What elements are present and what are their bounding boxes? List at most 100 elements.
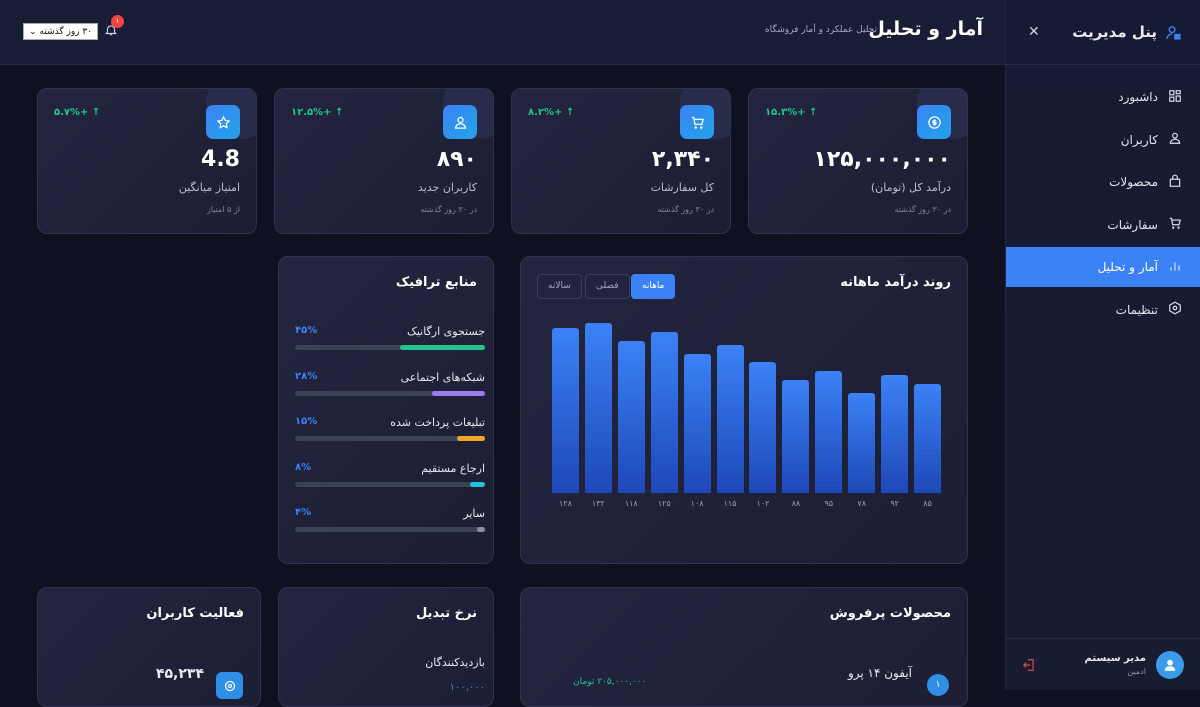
logout-icon[interactable] — [1022, 658, 1036, 672]
progress-fill — [456, 436, 485, 441]
conversion-title: نرخ تبدیل — [415, 606, 477, 621]
x-tick-label: ۱۲۸ — [559, 499, 572, 508]
sidebar-item-1[interactable]: کاربران — [1006, 120, 1200, 160]
bar[interactable] — [617, 341, 645, 493]
eye-icon — [216, 672, 243, 699]
source-percent: ۸% — [295, 461, 312, 473]
bar[interactable] — [749, 361, 777, 493]
sidebar-item-2[interactable]: محصولات — [1006, 162, 1200, 202]
user-icon — [1168, 131, 1182, 148]
sidebar-item-label: تنظیمات — [1115, 302, 1158, 317]
bar[interactable] — [782, 379, 810, 493]
x-tick-label: ۱۰۸ — [690, 499, 704, 508]
source-percent: ۱۵% — [295, 416, 318, 427]
revenue-chart-card: روند درآمد ماهانه ماهانه فصلی سالانه ۱۲۸… — [520, 256, 968, 564]
cart-icon — [1168, 216, 1182, 233]
bar[interactable] — [683, 353, 711, 493]
notification-button[interactable]: ۱ — [104, 15, 124, 38]
sidebar-item-4[interactable]: آمار و تحلیل — [1006, 247, 1200, 287]
sidebar-item-label: کاربران — [1120, 132, 1158, 147]
x-tick-label: ۱۰۲ — [756, 499, 770, 508]
stat-change: ۱۵.۳%+ ↑ — [765, 107, 818, 118]
bar[interactable] — [914, 383, 942, 493]
x-tick-label: ۸۵ — [923, 499, 932, 508]
bar[interactable] — [551, 328, 579, 493]
x-tick-label: ۱۲۵ — [657, 499, 671, 508]
bar[interactable] — [881, 374, 909, 493]
source-name: سایر — [463, 507, 485, 520]
revenue-title: روند درآمد ماهانه — [840, 275, 951, 290]
admin-user-icon — [1166, 25, 1181, 40]
bar[interactable] — [584, 323, 612, 493]
progress-fill — [469, 481, 485, 487]
top-header: آمار و تحلیل تحلیل عملکرد و آمار فروشگاه… — [0, 0, 1005, 65]
settings-icon — [1168, 301, 1182, 318]
x-tick-label: ۱۱۸ — [624, 499, 638, 508]
source-percent: ۴% — [295, 507, 312, 518]
x-tick-label: ۸۸ — [791, 499, 801, 508]
tab-monthly[interactable]: ماهانه — [631, 274, 676, 299]
visitors-label: بازدیدکنندگان — [425, 656, 485, 669]
progress-fill — [431, 390, 485, 396]
bar[interactable] — [650, 332, 678, 493]
user-name: مدیر سیستم — [1084, 653, 1146, 664]
sidebar-item-0[interactable]: داشبورد — [1006, 77, 1200, 117]
bar[interactable] — [815, 370, 843, 493]
stat-card: ۱۲.۵%+ ↑ ۸۹۰ کاربران جدید در ۳۰ روز گذشت… — [274, 88, 494, 234]
progress-track — [295, 436, 485, 441]
bag-icon — [1168, 174, 1182, 191]
top-products-title: محصولات پرفروش — [829, 606, 951, 621]
stat-value: ۲,۳۴۰ — [651, 147, 714, 172]
stat-card: ۸.۲%+ ↑ ۲,۳۴۰ کل سفارشات در ۳۰ روز گذشته — [511, 88, 731, 234]
sidebar-item-label: آمار و تحلیل — [1097, 260, 1158, 274]
stat-label: درآمد کل (تومان) — [870, 181, 951, 194]
sidebar-item-label: سفارشات — [1107, 217, 1158, 232]
product-revenue: ۲۰۵,۰۰۰,۰۰۰ تومان — [573, 677, 647, 687]
bar[interactable] — [716, 344, 744, 493]
source-name: ارجاع مستقیم — [421, 461, 485, 475]
stat-sub: در ۳۰ روز گذشته — [657, 205, 714, 214]
traffic-source: ارجاع مستقیم ۸% — [295, 462, 485, 508]
cart-icon — [680, 105, 714, 139]
traffic-source: شبکه‌های اجتماعی ۲۸% — [295, 371, 485, 417]
visitors-value: ۱۰۰,۰۰۰ — [449, 682, 485, 693]
x-tick-label: ۷۸ — [857, 499, 866, 508]
progress-track — [295, 481, 485, 487]
stat-value: 4.8 — [201, 147, 240, 172]
tab-quarterly[interactable]: فصلی — [585, 274, 630, 299]
traffic-title: منابع ترافیک — [395, 275, 477, 290]
user-role: ادمین — [1127, 667, 1146, 676]
sidebar-title: پنل مدیریت — [1072, 23, 1157, 41]
traffic-source: جستجوی ارگانیک ۴۵% — [295, 325, 485, 371]
tab-yearly[interactable]: سالانه — [537, 274, 582, 299]
close-icon[interactable]: ✕ — [1028, 24, 1040, 40]
stat-value: ۱۲۵,۰۰۰,۰۰۰ — [813, 147, 951, 172]
grid-icon — [1168, 89, 1182, 106]
stat-sub: در ۳۰ روز گذشته — [420, 205, 477, 214]
stat-label: کل سفارشات — [650, 181, 714, 194]
x-tick-label: ۱۳۲ — [591, 499, 605, 508]
chevron-down-icon: ⌄ — [29, 27, 37, 37]
progress-fill — [399, 345, 485, 350]
period-select[interactable]: ۳۰ روز گذشته ⌄ — [23, 23, 99, 40]
top-products-card: محصولات پرفروش ۱ آیفون ۱۴ پرو ۲۰۵,۰۰۰,۰۰… — [520, 587, 968, 707]
conversion-card: نرخ تبدیل بازدیدکنندگان ۱۰۰,۰۰۰ — [278, 587, 494, 707]
sidebar-item-5[interactable]: تنظیمات — [1006, 290, 1200, 330]
stat-value: ۸۹۰ — [436, 147, 477, 172]
page-subtitle: تحلیل عملکرد و آمار فروشگاه — [764, 25, 877, 35]
product-name[interactable]: آیفون ۱۴ پرو — [847, 666, 912, 680]
stat-label: کاربران جدید — [417, 181, 477, 194]
bar[interactable] — [848, 392, 876, 493]
stat-change: ۱۲.۵%+ ↑ — [291, 107, 344, 118]
user-activity-card: فعالیت کاربران ۴۵,۲۳۴ — [37, 587, 261, 707]
source-percent: ۴۵% — [295, 325, 318, 336]
period-value: ۳۰ روز گذشته — [39, 27, 93, 37]
stat-card: ۱۵.۳%+ ↑ ۱۲۵,۰۰۰,۰۰۰ درآمد کل (تومان) در… — [748, 88, 968, 234]
traffic-source: سایر ۴% — [295, 507, 485, 553]
revenue-bar-chart — [549, 323, 944, 493]
dollar-icon — [917, 105, 951, 139]
stat-card: ۵.۷%+ ↑ 4.8 امتیاز میانگین از ۵ امتیاز — [37, 88, 257, 234]
source-percent: ۲۸% — [295, 370, 318, 382]
sidebar-item-3[interactable]: سفارشات — [1006, 205, 1200, 245]
x-tick-label: ۹۵ — [824, 499, 834, 508]
